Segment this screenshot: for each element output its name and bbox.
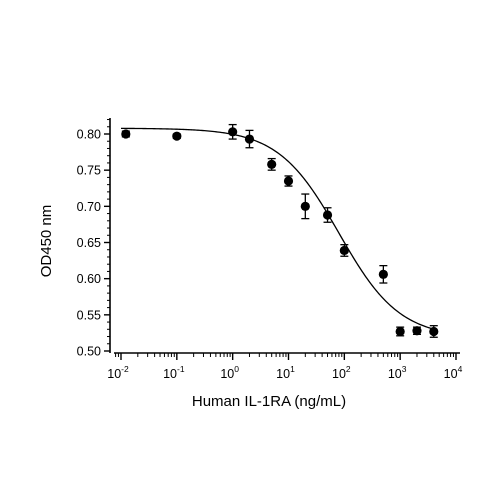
y-tick-label: 0.55 [77, 308, 101, 322]
data-point-marker [339, 245, 349, 256]
data-point-marker [228, 127, 238, 137]
y-axis: 0.50 0.55 0.60 0.65 0.70 0.75 0.80 [77, 118, 111, 359]
data-point [172, 131, 182, 141]
data-point [244, 129, 255, 149]
x-tick-label: 10-2 [107, 364, 129, 381]
x-axis-title: Human IL-1RA (ng/mL) [192, 393, 346, 410]
data-point-marker [300, 201, 310, 211]
y-tick-label: 0.70 [77, 200, 101, 214]
data-point [121, 129, 131, 139]
data-point-marker [283, 176, 294, 186]
data-point [267, 157, 277, 171]
x-tick-label: 102 [332, 364, 351, 381]
data-point [322, 207, 333, 223]
y-tick-label: 0.75 [77, 164, 101, 178]
data-point-marker [395, 326, 405, 337]
data-point-marker [429, 326, 439, 337]
data-point [378, 264, 388, 284]
x-tick-label: 103 [388, 364, 407, 381]
data-point-marker [322, 210, 333, 220]
x-tick-label: 104 [444, 364, 463, 381]
data-point [412, 326, 422, 336]
data-point [339, 244, 349, 257]
data-point [228, 123, 238, 140]
data-point [300, 193, 310, 220]
data-point [395, 326, 405, 337]
data-point-marker [267, 159, 277, 169]
data-point [429, 325, 439, 338]
x-tick-label: 101 [276, 364, 295, 381]
data-point-marker [172, 131, 182, 141]
x-axis: 10-2 10-1 100 101 102 103 104 [107, 352, 463, 381]
y-tick-label: 0.50 [77, 345, 101, 359]
data-point-marker [378, 269, 388, 279]
fit-curve-line [120, 127, 434, 330]
data-points-layer [121, 123, 439, 338]
y-tick-label: 0.80 [77, 128, 101, 142]
y-tick-label: 0.60 [77, 272, 101, 286]
y-axis-title: OD450 nm [38, 205, 55, 278]
data-point-marker [121, 129, 131, 139]
y-tick-label: 0.65 [77, 236, 101, 250]
data-point-marker [412, 326, 422, 336]
fit-curve-layer [120, 127, 434, 330]
x-tick-label: 100 [220, 364, 239, 381]
data-point [283, 175, 294, 187]
data-point-marker [244, 134, 255, 144]
x-tick-label: 10-1 [163, 364, 185, 381]
